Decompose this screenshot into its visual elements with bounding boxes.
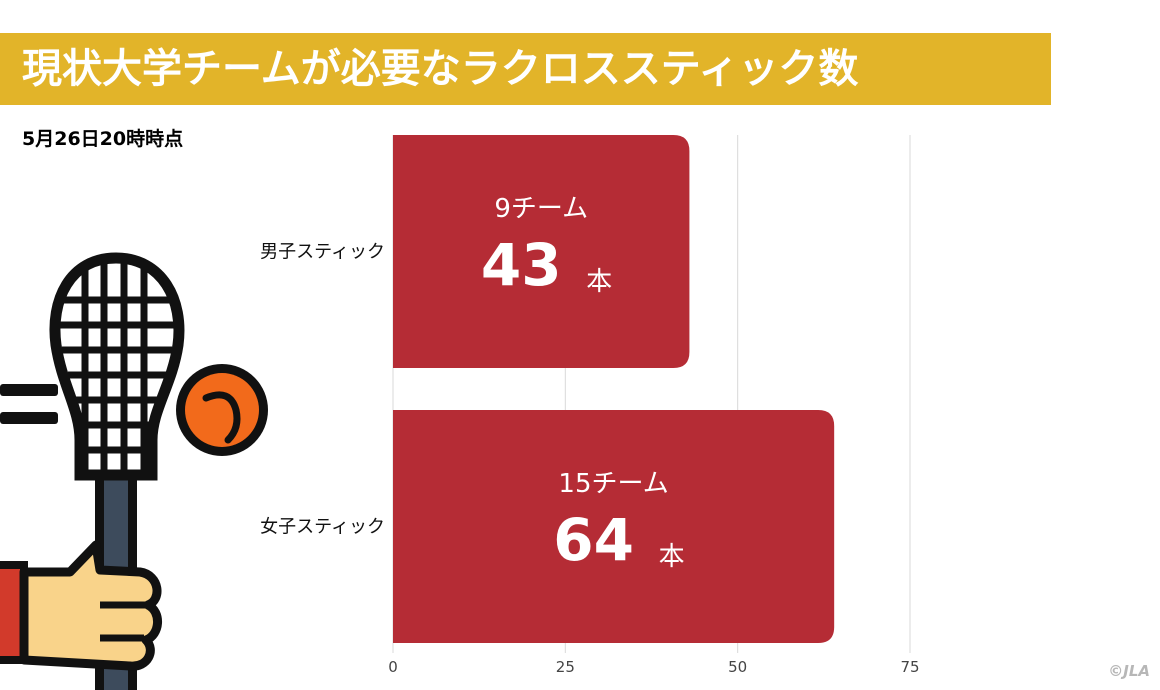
bar-unit-label: 本	[659, 542, 685, 572]
chart-subtitle: 5月26日20時時点	[22, 128, 184, 150]
bar-team-count-label: 9チーム	[494, 194, 588, 224]
x-axis-ticks: 0 25 50 75	[388, 658, 919, 676]
bar-value-label: 64	[553, 506, 634, 574]
y-category-label: 男子スティック	[260, 242, 385, 263]
lacrosse-ball-icon	[176, 364, 268, 456]
bar-unit-label: 本	[586, 267, 612, 297]
hand-icon	[0, 540, 162, 671]
bars: 9チーム 43 本 15チーム 64 本	[393, 135, 835, 643]
bar-value-label: 43	[481, 231, 562, 299]
bar-team-count-label: 15チーム	[558, 469, 668, 499]
x-tick-label: 0	[388, 658, 398, 676]
chart-title: 現状大学チームが必要なラクロススティック数	[0, 33, 1051, 105]
copyright-credit: ©JLA	[1108, 662, 1150, 680]
y-category-label: 女子スティック	[260, 517, 385, 538]
bar-0	[393, 135, 690, 368]
x-tick-label: 25	[556, 658, 575, 676]
motion-lines-icon	[0, 384, 58, 424]
lacrosse-illustration	[0, 252, 268, 690]
x-tick-label: 75	[900, 658, 919, 676]
bar-1	[393, 410, 835, 643]
x-tick-label: 50	[728, 658, 747, 676]
